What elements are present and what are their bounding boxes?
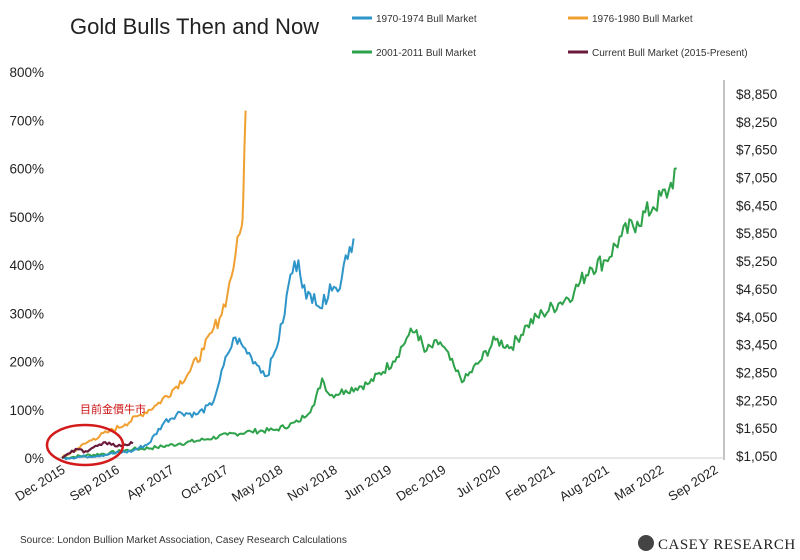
x-tick-label: Feb 2021 (503, 462, 558, 504)
y-right-axis: $1,050 $1,650 $2,250 $2,850 $3,450 $4,050 $4,6… (736, 87, 777, 464)
y-right-tick-label: $4,050 (736, 310, 777, 325)
y-right-tick-label: $7,050 (736, 171, 777, 186)
series-lines (61, 110, 677, 461)
y-left-tick-label: 300% (9, 306, 44, 321)
y-right-tick-label: $8,250 (736, 115, 777, 130)
y-right-tick-label: $1,050 (736, 449, 777, 464)
logo-emblem-icon (638, 535, 654, 551)
y-left-tick-label: 100% (9, 403, 44, 418)
y-left-tick-label: 200% (9, 355, 44, 370)
y-right-tick-label: $1,650 (736, 421, 777, 436)
y-right-tick-label: $5,250 (736, 254, 777, 269)
x-tick-label: Aug 2021 (557, 462, 612, 504)
annotation-circle (45, 423, 125, 467)
x-tick-label: Nov 2018 (285, 462, 340, 504)
y-left-tick-label: 600% (9, 162, 44, 177)
y-left-tick-label: 400% (9, 258, 44, 273)
y-right-tick-label: $3,450 (736, 338, 777, 353)
y-right-tick-label: $2,250 (736, 393, 777, 408)
y-left-axis: 0% 100% 200% 300% 400% 500% 600% 700% 800% (9, 65, 44, 466)
y-right-tick-label: $7,650 (736, 143, 777, 158)
legend-label: 1970-1974 Bull Market (376, 14, 477, 25)
y-left-tick-label: 800% (9, 65, 44, 80)
series-line (61, 167, 677, 460)
source-note: Source: London Bullion Market Associatio… (20, 535, 347, 546)
legend: 1970-1974 Bull Market 1976-1980 Bull Mark… (352, 14, 748, 59)
x-tick-label: Sep 2016 (67, 462, 122, 504)
casey-research-logo: CASEY RESEARCH (638, 535, 796, 553)
y-left-tick-label: 500% (9, 210, 44, 225)
annotation-label: 目前金價牛市 (80, 402, 146, 416)
y-right-tick-label: $4,650 (736, 282, 777, 297)
x-tick-label: Dec 2019 (393, 462, 448, 504)
logo-text: CASEY RESEARCH (658, 537, 796, 553)
y-right-tick-label: $8,850 (736, 87, 777, 102)
x-tick-label: Jul 2020 (453, 462, 503, 501)
legend-label: 1976-1980 Bull Market (592, 14, 693, 25)
y-right-tick-label: $6,450 (736, 198, 777, 213)
x-tick-label: Apr 2017 (124, 462, 177, 503)
x-tick-label: Dec 2015 (12, 462, 67, 504)
series-line (61, 110, 247, 459)
x-tick-label: Sep 2022 (665, 462, 720, 504)
series-line (61, 238, 355, 461)
y-left-tick-label: 700% (9, 113, 44, 128)
x-tick-label: Oct 2017 (178, 462, 231, 503)
legend-label: Current Bull Market (2015-Present) (592, 48, 748, 59)
x-tick-label: Jun 2019 (341, 462, 394, 503)
y-right-tick-label: $2,850 (736, 365, 777, 380)
legend-label: 2001-2011 Bull Market (376, 48, 476, 59)
y-right-tick-label: $5,850 (736, 226, 777, 241)
x-tick-label: Mar 2022 (612, 462, 667, 504)
chart-title: Gold Bulls Then and Now (70, 14, 319, 39)
y-left-tick-label: 0% (24, 451, 44, 466)
x-tick-label: May 2018 (229, 462, 285, 505)
series-line (61, 441, 134, 459)
